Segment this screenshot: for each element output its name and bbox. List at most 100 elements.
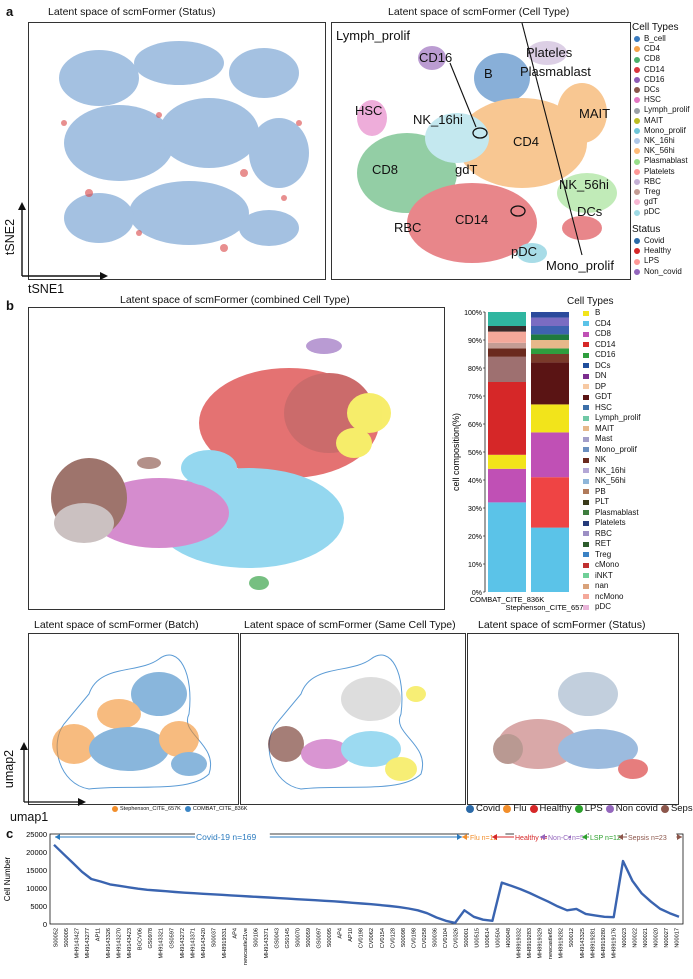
bar-segment-GDT — [531, 362, 569, 405]
legend-item: GDT — [583, 392, 641, 403]
line-x-tick: CV0326 — [453, 928, 459, 948]
legend-swatch — [583, 573, 589, 579]
label-cd4: CD4 — [513, 134, 540, 149]
umap-axis-arrows — [20, 742, 86, 806]
legend-label: B_cell — [644, 34, 666, 43]
group-range-arrow — [618, 834, 623, 840]
panel-label-c: c — [6, 826, 14, 841]
group-label: Healthy n=33 — [515, 835, 557, 842]
legend-swatch — [583, 604, 589, 610]
line-x-tick: MH9143321 — [159, 928, 165, 958]
legend-item: NK_56hi — [634, 146, 690, 156]
bar-y-tick: 70% — [468, 394, 482, 401]
legend-item: LPS — [634, 256, 682, 266]
legend-swatch — [634, 66, 640, 73]
legend-label: Healthy — [539, 803, 572, 814]
bar-segment-MAIT — [488, 331, 526, 343]
line-x-tick: N00017 — [674, 928, 680, 948]
legend-item: pDC — [583, 602, 641, 613]
line-x-tick: CV0258 — [422, 928, 428, 948]
legend-label: NK_56hi — [595, 476, 626, 485]
legend-swatch — [634, 258, 640, 265]
legend-swatch — [583, 384, 589, 390]
legend-label: DN — [595, 371, 607, 380]
legend-label: CD16 — [595, 350, 616, 359]
composition-bar-chart: 100% 90% 80% 70% 60% 50% 40% 30% 20% 10% 0% cell co… — [451, 310, 584, 612]
group-range-arrow — [540, 834, 545, 840]
legend-swatch — [634, 168, 640, 175]
line-x-tick: GS0597 — [169, 928, 175, 949]
umap-status-title: Latent space of scmFormer (Status) — [478, 619, 646, 631]
cell-number-series-line — [53, 843, 680, 925]
legend-swatch — [583, 352, 589, 358]
legend-swatch — [583, 531, 589, 537]
bar-segment-MAIT — [531, 340, 569, 349]
panel-b-legend-title: Cell Types — [567, 296, 614, 307]
legend-label: CD8 — [644, 54, 661, 64]
legend-item: Platelets — [583, 518, 641, 529]
line-x-tick: CV0062 — [369, 928, 375, 948]
umap-batch-legend: Stephenson_CITE_657K COMBAT_CITE_836K — [112, 806, 247, 812]
bar-segment-DP — [488, 342, 526, 349]
umap-same-title: Latent space of scmFormer (Same Cell Typ… — [244, 619, 456, 631]
label-hsc: HSC — [355, 103, 383, 118]
label-pdc: pDC — [511, 244, 538, 259]
panel-a-celltype-legend: B_cell CD4 CD8 CD14 CD16 DCs HSC Lymph_prolif MA… — [634, 34, 690, 218]
line-x-tick: CV0128 — [390, 928, 396, 948]
legend-item: DCs — [634, 85, 690, 95]
legend-label: CD14 — [644, 64, 665, 74]
legend-label: Mast — [595, 434, 613, 443]
line-y-tick: 25000 — [26, 830, 47, 839]
legend-label: Lymph_prolif — [644, 105, 690, 115]
panel-a-status-legend-title: Status — [632, 224, 661, 235]
line-x-tick: MH8919280 — [601, 928, 607, 958]
bar-y-tick: 100% — [464, 310, 482, 317]
line-x-tick: CV0104 — [443, 928, 449, 948]
legend-label: LPS — [644, 256, 660, 266]
legend-label: HSC — [595, 402, 612, 412]
line-x-tick: N00021 — [643, 928, 649, 948]
legend-label: NK_56hi — [644, 146, 675, 156]
bar-segment-NK_16hi — [531, 317, 569, 326]
legend-item: NK_16hi — [634, 136, 690, 146]
legend-label: ncMono — [595, 591, 624, 601]
legend-item: Covid — [634, 236, 682, 246]
line-y-tick: 10000 — [26, 884, 47, 893]
legend-item: NK — [583, 455, 641, 466]
group-label: Non-Covid — [548, 835, 581, 842]
legend-swatch — [634, 127, 640, 134]
panel-a-status-title: Latent space of scmFormer (Status) — [48, 6, 216, 18]
bar-segment-CD4 — [488, 502, 526, 592]
legend-label: GDT — [595, 392, 612, 401]
line-x-tick: MH9143371 — [190, 928, 196, 958]
legend-swatch — [634, 138, 640, 145]
legend-swatch — [583, 321, 589, 327]
legend-swatch — [583, 583, 589, 589]
legend-item: Lymph_prolif — [634, 105, 690, 115]
legend-swatch — [583, 552, 589, 558]
label-gdt: gdT — [455, 162, 478, 177]
group-range-arrow — [492, 834, 497, 840]
legend-item: B_cell — [634, 34, 690, 44]
legend-swatch — [634, 56, 640, 63]
line-x-tick: MH9143277 — [85, 928, 91, 958]
legend-item: Mono_prolif — [583, 445, 641, 456]
legend-swatch — [583, 468, 589, 474]
legend-item: DP — [583, 382, 641, 393]
legend-label: cMono — [595, 560, 620, 569]
bar-segment-B — [488, 454, 526, 469]
legend-swatch — [583, 373, 589, 379]
bar-y-tick: 0% — [472, 590, 482, 597]
tsne-x-label: tSNE1 — [28, 282, 65, 296]
legend-item: gdT — [634, 197, 690, 207]
group-label-bg — [195, 832, 270, 842]
legend-label: DCs — [644, 85, 660, 95]
legend-label: MAIT — [595, 423, 615, 433]
line-x-tick: newcastle21ve — [243, 928, 249, 965]
line-x-tick: U00614 — [485, 928, 491, 948]
legend-item: Flu — [503, 803, 527, 814]
legend-item: HSC — [583, 403, 641, 414]
legend-item: pDC — [634, 207, 690, 217]
legend-label: pDC — [644, 207, 661, 217]
legend-item: COMBAT_CITE_836K — [184, 806, 247, 812]
